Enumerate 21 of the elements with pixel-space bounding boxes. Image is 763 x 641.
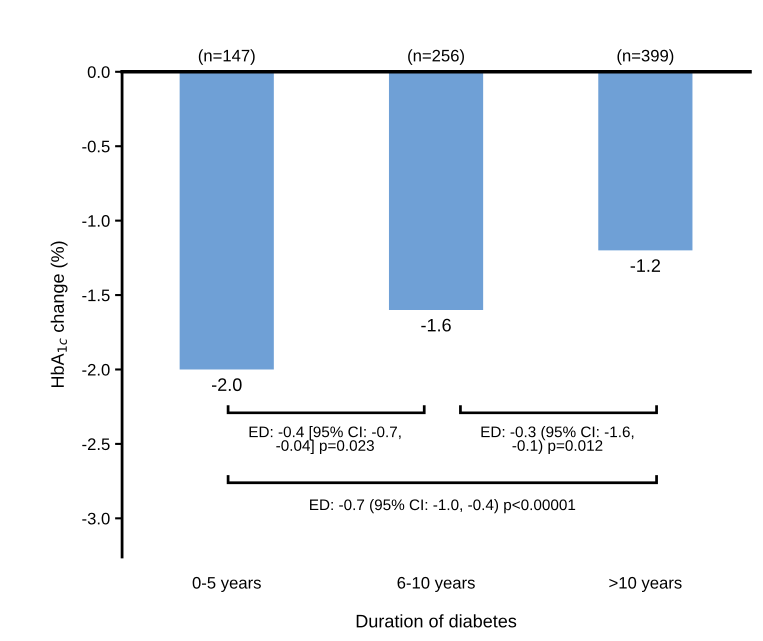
x-tick-label: >10 years (609, 576, 682, 592)
x-axis-title: Duration of diabetes (356, 614, 516, 628)
annotation: ED: -0.3 (95% CI: -1.6, -0.1) p=0.012 (481, 426, 634, 454)
annotation: ED: -0.4 [95% CI: -0.7, -0.04] p=0.023 (250, 426, 401, 454)
annotation: (n=399) (617, 49, 674, 65)
annotation: (n=256) (408, 49, 464, 65)
y-tick-label: -2.5 (82, 438, 110, 450)
data-label: -2.0 (212, 378, 242, 392)
y-axis-title: HbA$_{1c}$ change (%) (50, 242, 68, 388)
y-tick-label: -2.0 (82, 364, 110, 376)
y-tick-label: -3.0 (82, 512, 110, 525)
y-tick-label: -1.0 (82, 215, 110, 227)
data-label: -1.2 (630, 259, 660, 272)
annotation: ED: -0.7 (95% CI: -1.0, -0.4) p<0.00001 (310, 498, 576, 514)
data-label: -1.6 (421, 318, 451, 332)
y-tick-label: -1.5 (82, 290, 110, 302)
y-tick-label: 0.0 (88, 66, 110, 78)
x-tick-label: 0-5 years (192, 576, 261, 592)
x-tick-label: 6-10 years (398, 576, 475, 592)
annotation: (n=147) (198, 49, 255, 65)
y-tick-label: -0.5 (82, 140, 110, 152)
